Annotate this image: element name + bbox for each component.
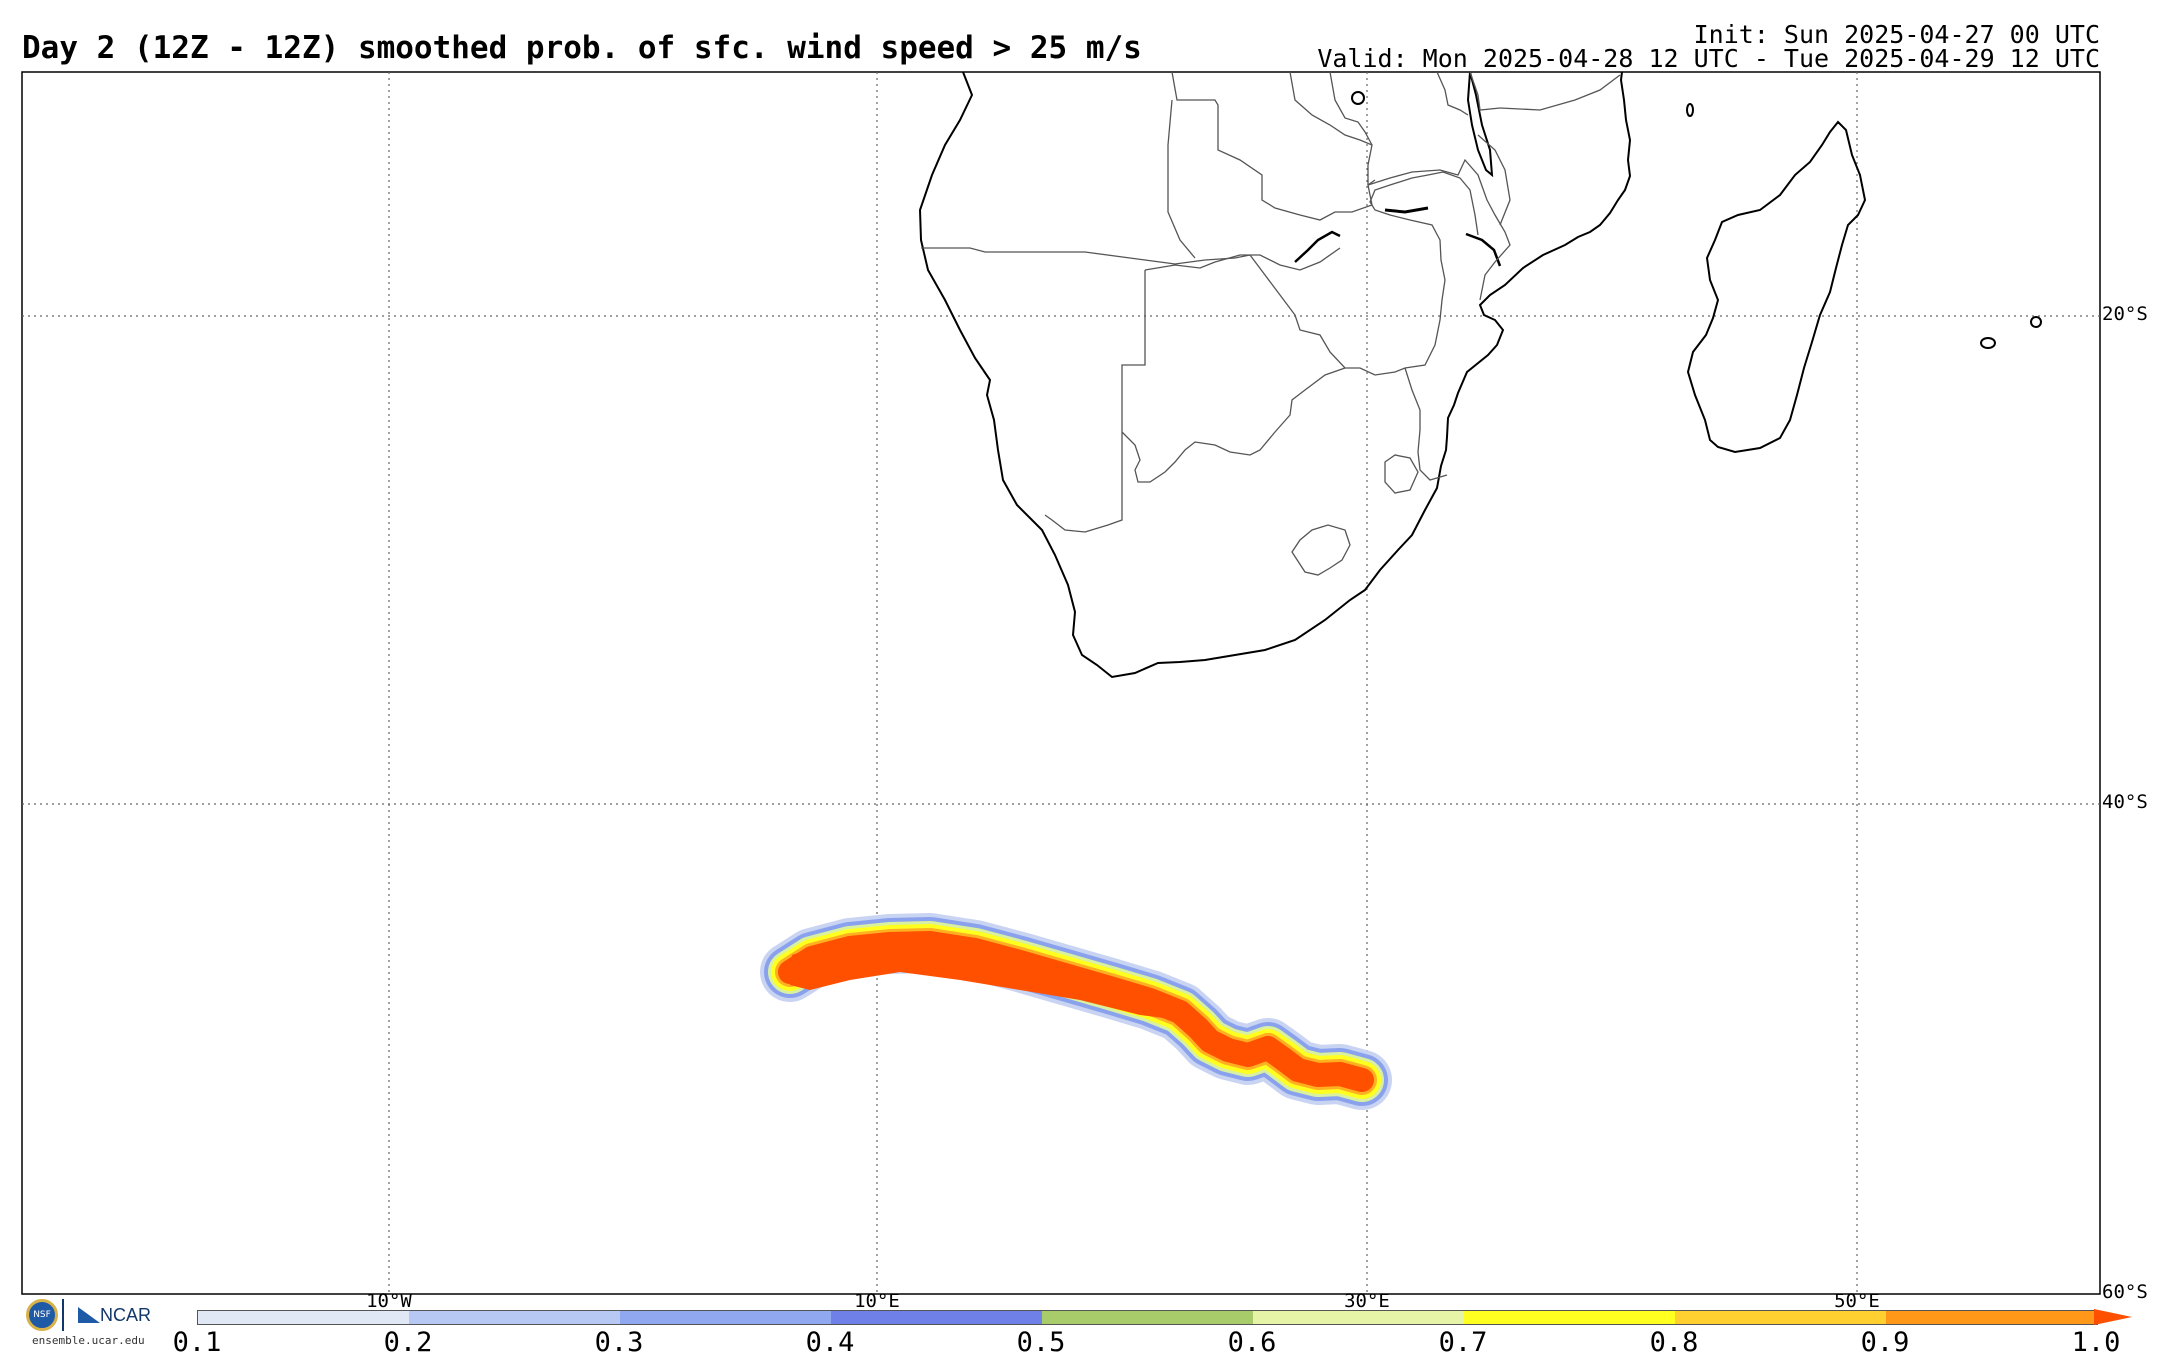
logo-url: ensemble.ucar.edu [32, 1334, 145, 1347]
africa-coastline [918, 72, 1632, 679]
lesotho-border [1291, 524, 1351, 576]
mauritius-island [2030, 316, 2042, 328]
comoros-island [1686, 103, 1694, 117]
lat-label-20s: 20°S [2102, 303, 2148, 325]
lon-label-30e: 30°E [1344, 1290, 1390, 1312]
colorbar-tick-label: 0.4 [805, 1327, 855, 1358]
colorbar-segment [1464, 1311, 1675, 1324]
colorbar [197, 1310, 2098, 1325]
colorbar-tick-label: 0.8 [1649, 1327, 1699, 1358]
colorbar-tick-label: 0.5 [1016, 1327, 1066, 1358]
colorbar-segment [620, 1311, 831, 1324]
lon-label-10e: 10°E [854, 1290, 900, 1312]
colorbar-segment [831, 1311, 1042, 1324]
map-title: Day 2 (12Z - 12Z) smoothed prob. of sfc.… [22, 30, 1142, 66]
river-zambezi [1465, 232, 1502, 267]
probability-band [760, 913, 1392, 1110]
prob-band-core-body [790, 936, 1180, 1020]
colorbar-tick-label: 0.6 [1227, 1327, 1277, 1358]
map-frame [21, 71, 2101, 1295]
colorbar-segment [1886, 1311, 2097, 1324]
valid-time: Valid: Mon 2025-04-28 12 UTC - Tue 2025-… [1317, 44, 2100, 73]
ncar-logo-text: NCAR [78, 1305, 151, 1326]
lat-label-60s: 60°S [2102, 1281, 2148, 1303]
ncar-wave-icon [78, 1307, 100, 1323]
colorbar-tick-label: 0.2 [383, 1327, 433, 1358]
lon-label-50e: 50°E [1834, 1290, 1880, 1312]
nsf-logo-icon: NSF [26, 1299, 58, 1331]
lake-cahora [1384, 206, 1429, 214]
reunion-island [1980, 337, 1996, 349]
colorbar-segment [1042, 1311, 1253, 1324]
colorbar-segment [1253, 1311, 1464, 1324]
lake-island [1351, 91, 1365, 105]
madagascar-island [1686, 120, 1867, 454]
lake-kariba [1294, 230, 1341, 263]
colorbar-tick-label: 0.1 [172, 1327, 222, 1358]
ncar-mark-icon [62, 1299, 64, 1331]
init-time: Init: Sun 2025-04-27 00 UTC [1693, 20, 2100, 49]
colorbar-segment [409, 1311, 620, 1324]
lat-label-40s: 40°S [2102, 791, 2148, 813]
colorbar-tick-label: 0.7 [1438, 1327, 1488, 1358]
nsf-ncar-logo: NSF NCAR ensemble.ucar.edu [22, 1295, 164, 1351]
colorbar-tick-label: 1.0 [2071, 1327, 2121, 1358]
lake-malawi [1466, 72, 1494, 178]
colorbar-tick-label: 0.3 [594, 1327, 644, 1358]
colorbar-segment [198, 1311, 409, 1324]
graticule [22, 72, 2100, 1294]
colorbar-segment [1675, 1311, 1886, 1324]
lon-label-10w: 10°W [366, 1290, 412, 1312]
colorbar-tick-label: 0.9 [1860, 1327, 1910, 1358]
country-borders [921, 72, 1621, 533]
colorbar-extend-arrow [2094, 1309, 2132, 1325]
eswatini-border [1384, 454, 1419, 494]
